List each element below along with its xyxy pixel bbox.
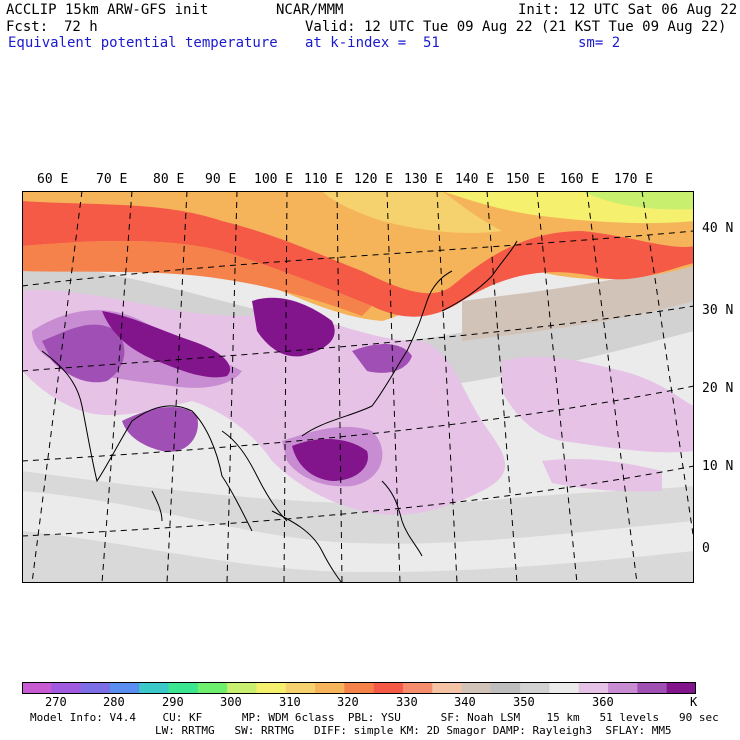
light-purple-east2	[542, 459, 662, 492]
lon-label-110e: 110 E	[304, 172, 344, 187]
lat-label-30n: 30 N	[702, 303, 734, 318]
colorbar-swatch	[256, 682, 287, 694]
lon-label-60e: 60 E	[37, 172, 69, 187]
lon-label-150e: 150 E	[506, 172, 546, 187]
colorbar-label-300: 300	[220, 695, 242, 709]
colorbar-swatch	[80, 682, 111, 694]
dark-purple-himalaya	[102, 311, 231, 378]
colorbar-swatch	[432, 682, 463, 694]
colorbar-swatch	[227, 682, 257, 694]
model-info-line2: LW: RRTMG SW: RRTMG DIFF: simple KM: 2D …	[155, 724, 672, 737]
colorbar-swatch	[315, 682, 345, 694]
dark-purple-scs	[292, 439, 368, 481]
colorbar-label-360: 360	[592, 695, 614, 709]
colorbar-frame	[22, 682, 696, 694]
colorbar-label-290: 290	[162, 695, 184, 709]
warm-north-orange2	[322, 191, 502, 233]
colorbar-label-350: 350	[513, 695, 535, 709]
valid-time: Valid: 12 UTC Tue 09 Aug 22 (21 KST Tue …	[305, 19, 727, 35]
forecast-hours: 72 h	[64, 19, 98, 35]
theta-e-map	[22, 191, 694, 583]
map-frame	[22, 191, 694, 583]
colorbar-label-270: 270	[45, 695, 67, 709]
lon-label-170e: 170 E	[614, 172, 654, 187]
colorbar-swatch	[402, 682, 433, 694]
tan-band	[462, 261, 694, 341]
colorbar-swatch	[109, 682, 140, 694]
coastlines	[41, 240, 518, 583]
level-label: at k-index = 51	[305, 35, 440, 51]
lat-label-10n: 10 N	[702, 459, 734, 474]
graticule	[22, 191, 694, 583]
lat-label-40n: 40 N	[702, 221, 734, 236]
colorbar-swatch	[461, 682, 492, 694]
colorbar-swatch	[549, 682, 580, 694]
colorbar-swatch	[637, 682, 668, 694]
colorbar-swatch	[490, 682, 521, 694]
center-label: NCAR/MMM	[276, 2, 344, 18]
lon-label-160e: 160 E	[560, 172, 600, 187]
cool-north-lime	[582, 191, 694, 210]
lon-label-120e: 120 E	[354, 172, 394, 187]
colorbar-label-320: 320	[337, 695, 359, 709]
colorbar-swatch	[22, 682, 52, 694]
colorbar-swatch	[139, 682, 170, 694]
colorbar-swatch	[373, 682, 404, 694]
lon-label-70e: 70 E	[96, 172, 128, 187]
colorbar-swatch	[666, 682, 696, 694]
colorbar-label-340: 340	[454, 695, 476, 709]
colorbar	[22, 682, 696, 694]
colorbar-swatch	[285, 682, 316, 694]
dark-purple-indus	[42, 324, 125, 383]
colorbar-swatch	[168, 682, 199, 694]
lon-label-90e: 90 E	[205, 172, 237, 187]
colorbar-label-310: 310	[279, 695, 301, 709]
lon-label-140e: 140 E	[455, 172, 495, 187]
dark-purple-bengal	[122, 406, 198, 452]
lon-label-100e: 100 E	[254, 172, 294, 187]
colorbar-swatch	[578, 682, 609, 694]
lon-label-80e: 80 E	[153, 172, 185, 187]
warm-band-red	[22, 201, 694, 317]
lon-label-130e: 130 E	[404, 172, 444, 187]
init-time: Init: 12 UTC Sat 06 Aug 22	[518, 2, 738, 18]
lat-label-20n: 20 N	[702, 381, 734, 396]
lat-label-0: 0	[702, 541, 710, 556]
model-info-line1: Model Info: V4.4 CU: KF MP: WDM 6class P…	[30, 711, 719, 724]
colorbar-swatch	[608, 682, 638, 694]
warm-band-peach	[22, 241, 372, 316]
colorbar-swatch	[520, 682, 550, 694]
field-name: Equivalent potential temperature	[8, 35, 278, 51]
colorbar-swatch	[344, 682, 375, 694]
dark-purple-china	[252, 297, 335, 357]
smoothing-label: sm= 2	[578, 35, 621, 51]
colorbar-swatch	[197, 682, 228, 694]
dark-purple-east-china	[352, 344, 412, 373]
colorbar-unit: K	[690, 695, 698, 709]
south-light	[22, 491, 694, 573]
light-purple-east	[502, 356, 694, 453]
forecast-label: Fcst:	[6, 19, 49, 35]
colorbar-label-330: 330	[396, 695, 418, 709]
model-title: ACCLIP 15km ARW-GFS init	[6, 2, 209, 18]
colorbar-swatch	[51, 682, 82, 694]
colorbar-label-280: 280	[103, 695, 125, 709]
